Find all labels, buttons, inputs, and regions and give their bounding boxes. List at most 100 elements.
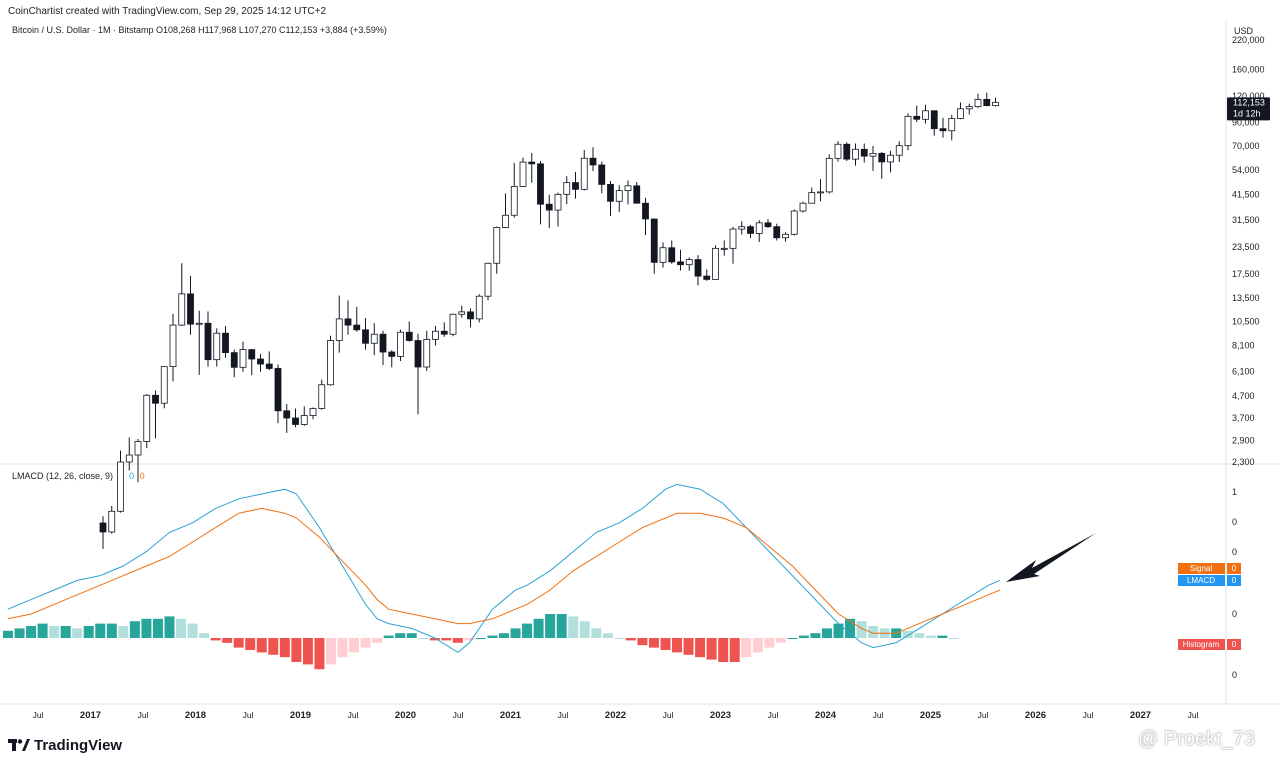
histogram-bar — [787, 638, 798, 639]
candle-up — [554, 193, 562, 211]
time-tick-label: 2021 — [500, 710, 522, 721]
candle-up — [493, 227, 501, 264]
histogram-bar — [902, 630, 913, 638]
candle-up — [213, 332, 221, 361]
price-tick-label: 4,700 — [1232, 391, 1255, 401]
histogram-bar — [106, 623, 117, 638]
histogram-bar — [49, 626, 60, 638]
candle-up — [790, 210, 798, 235]
candle-up — [300, 415, 308, 425]
candle-up — [659, 247, 667, 263]
candle-down — [528, 161, 536, 165]
candle-down — [747, 226, 754, 234]
candle-up — [957, 108, 964, 119]
indicator-tag-signal — [1178, 563, 1225, 574]
candle-up — [563, 182, 571, 195]
price-tick-label: 220,000 — [1232, 35, 1265, 45]
histogram-bar — [533, 618, 544, 638]
price-tick-label: 90,000 — [1232, 118, 1260, 128]
indicator-tag-histogram — [1178, 639, 1225, 650]
candle-down — [913, 115, 921, 120]
candle-up — [309, 408, 317, 416]
histogram-bar — [741, 638, 752, 658]
indicator-value-3: 0 — [139, 471, 145, 481]
indicator-tag-value: 0 — [1232, 564, 1237, 573]
candle-down — [467, 311, 474, 320]
candle-up — [449, 313, 457, 335]
candle-up — [817, 191, 824, 194]
candle-up — [117, 461, 124, 512]
time-tick-label: Jul — [453, 710, 464, 720]
candle-up — [143, 394, 151, 442]
indicator-title: LMACD (12, 26, close, 9) — [12, 471, 114, 481]
histogram-bar — [256, 638, 267, 653]
candle-down — [983, 98, 991, 107]
candle-down — [414, 340, 422, 368]
candle-up — [712, 247, 719, 280]
histogram-bar — [37, 623, 48, 638]
histogram-bar — [268, 638, 279, 655]
histogram-bar — [937, 635, 948, 638]
candle-down — [764, 222, 772, 228]
currency-label[interactable]: USD — [1234, 26, 1254, 36]
indicator-tag-value-box — [1227, 639, 1241, 650]
histogram-bar — [914, 633, 925, 638]
histogram-bar — [475, 638, 486, 639]
candle-down — [668, 247, 676, 263]
candle-up — [729, 228, 737, 249]
histogram-bar — [187, 623, 198, 638]
candle-down — [537, 163, 544, 205]
candle-up — [922, 110, 929, 120]
histogram-bar — [752, 638, 763, 653]
time-tick-label: Jul — [33, 710, 44, 720]
histogram-bar — [464, 638, 475, 641]
histogram-bar — [625, 638, 636, 641]
watermark-text: @ Proekt_73 — [1138, 728, 1256, 750]
candle-down — [248, 349, 256, 360]
candle-down — [440, 330, 448, 335]
histogram-bar — [291, 638, 302, 662]
histogram-bar — [810, 633, 821, 638]
candle-up — [318, 384, 326, 409]
candle-up — [974, 98, 982, 108]
time-tick-label: Jul — [1188, 710, 1199, 720]
indicator-tick-label: 0 — [1232, 609, 1237, 619]
time-tick-label: 2026 — [1025, 710, 1046, 721]
price-badge-value: 112,153 — [1233, 97, 1265, 107]
histogram-bar — [602, 633, 613, 638]
candle-up — [502, 214, 509, 228]
histogram-bar — [499, 633, 509, 638]
histogram-bar — [245, 638, 256, 650]
candle-down — [274, 368, 282, 412]
candle-down — [607, 184, 614, 202]
candle-down — [703, 275, 711, 280]
indicator-tick-label: 0 — [1232, 670, 1237, 680]
candle-down — [939, 128, 947, 132]
time-tick-label: 2027 — [1130, 710, 1151, 721]
price-tick-label: 17,500 — [1232, 269, 1260, 279]
time-tick-label: 2018 — [185, 710, 206, 721]
candle-up — [178, 293, 186, 326]
candle-up — [484, 262, 492, 297]
candle-down — [843, 143, 851, 160]
symbol-ohlc-legend: Bitcoin / U.S. Dollar · 1M · Bitstamp O1… — [12, 25, 387, 35]
price-badge-countdown: 1d 12h — [1233, 108, 1261, 118]
candle-down — [388, 351, 396, 357]
histogram-bar — [233, 638, 244, 648]
histogram-bar — [302, 638, 313, 665]
created-with-caption: CoinChartist created with TradingView.co… — [8, 6, 327, 17]
histogram-bar — [314, 638, 325, 670]
candle-down — [187, 293, 194, 325]
indicator-tag-label: LMACD — [1187, 576, 1215, 585]
candle-up — [808, 192, 816, 204]
histogram-bar — [118, 626, 129, 638]
candle-down — [283, 410, 291, 419]
price-tick-label: 70,000 — [1232, 141, 1260, 151]
histogram-bar — [14, 628, 25, 638]
price-tick-label: 41,500 — [1232, 189, 1260, 199]
tradingview-logo[interactable]: TradingView — [8, 737, 122, 754]
time-tick-label: Jul — [1083, 710, 1094, 720]
price-tick-label: 23,500 — [1232, 242, 1260, 252]
histogram-bar — [360, 638, 371, 648]
